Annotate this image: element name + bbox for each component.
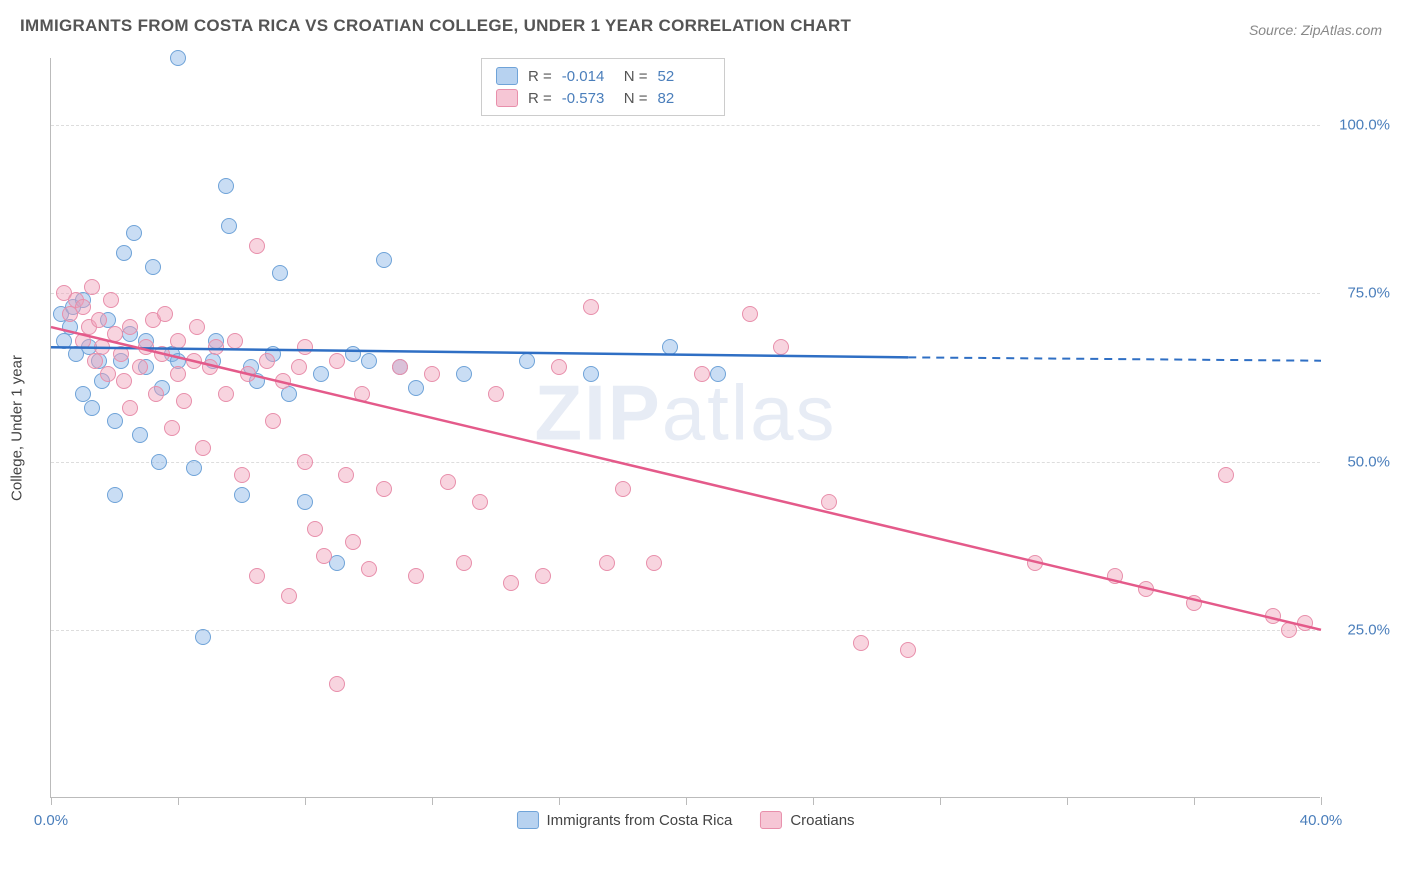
x-tick	[432, 797, 433, 805]
stats-row: R = -0.014 N = 52	[496, 65, 710, 87]
x-tick	[686, 797, 687, 805]
y-tick-label: 50.0%	[1330, 453, 1390, 470]
stats-row: R = -0.573 N = 82	[496, 87, 710, 109]
y-axis-title: College, Under 1 year	[9, 355, 26, 501]
legend-swatch	[516, 811, 538, 829]
legend-swatch	[496, 67, 518, 85]
x-tick	[178, 797, 179, 805]
n-value: 52	[658, 68, 710, 85]
plot-area: College, Under 1 year ZIPatlas 25.0%50.0…	[50, 58, 1320, 798]
x-tick-label: 40.0%	[1300, 812, 1343, 829]
legend-label: Croatians	[790, 812, 854, 829]
stats-legend-box: R = -0.014 N = 52 R = -0.573 N = 82	[481, 58, 725, 116]
y-tick-label: 25.0%	[1330, 621, 1390, 638]
r-value: -0.573	[562, 90, 614, 107]
x-tick	[940, 797, 941, 805]
x-tick	[559, 797, 560, 805]
n-label: N =	[624, 68, 648, 85]
x-tick	[1194, 797, 1195, 805]
legend-item: Immigrants from Costa Rica	[516, 811, 732, 829]
trend-lines	[51, 58, 1320, 797]
legend-label: Immigrants from Costa Rica	[546, 812, 732, 829]
chart-title: IMMIGRANTS FROM COSTA RICA VS CROATIAN C…	[20, 16, 851, 36]
n-value: 82	[658, 90, 710, 107]
bottom-legend: Immigrants from Costa Rica Croatians	[516, 811, 854, 829]
y-tick-label: 75.0%	[1330, 285, 1390, 302]
r-value: -0.014	[562, 68, 614, 85]
legend-item: Croatians	[760, 811, 854, 829]
r-label: R =	[528, 90, 552, 107]
x-tick	[1067, 797, 1068, 805]
x-tick	[51, 797, 52, 805]
legend-swatch	[760, 811, 782, 829]
n-label: N =	[624, 90, 648, 107]
x-tick-label: 0.0%	[34, 812, 68, 829]
legend-swatch	[496, 89, 518, 107]
x-tick	[1321, 797, 1322, 805]
y-tick-label: 100.0%	[1330, 117, 1390, 134]
r-label: R =	[528, 68, 552, 85]
source-attribution: Source: ZipAtlas.com	[1249, 22, 1382, 38]
x-tick	[813, 797, 814, 805]
x-tick	[305, 797, 306, 805]
